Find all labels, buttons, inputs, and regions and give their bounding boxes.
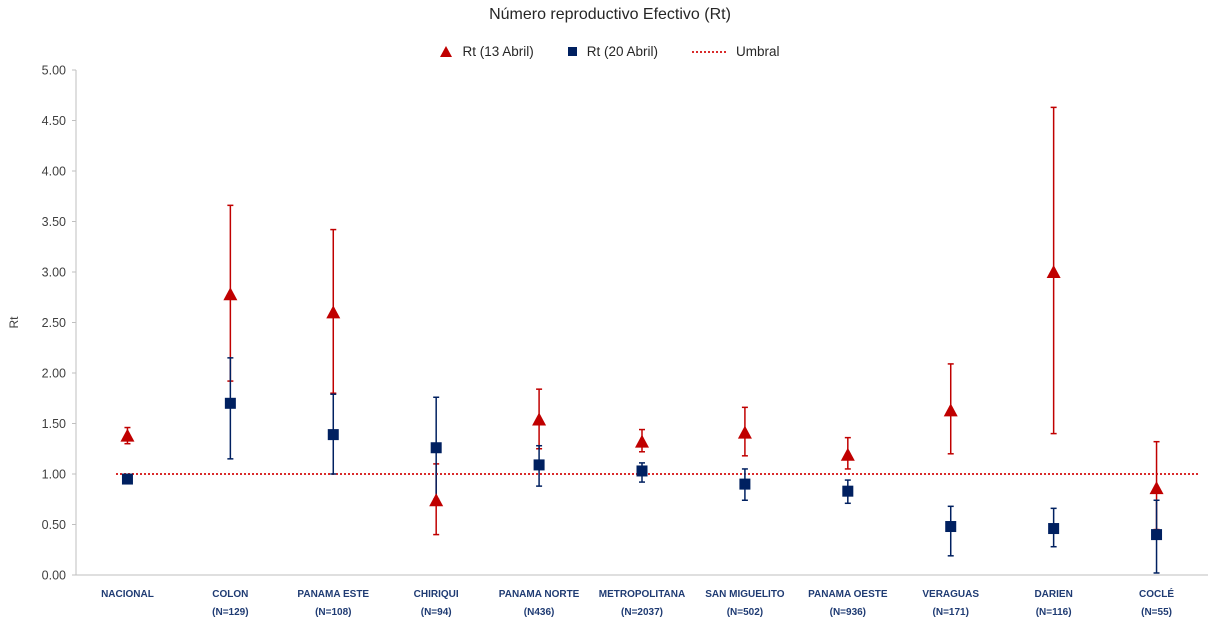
x-tick-label: NACIONAL [101, 589, 154, 600]
data-point-rt-20-abril [533, 459, 545, 471]
x-tick-label: PANAMA NORTE [499, 589, 580, 600]
triangle-marker-icon [440, 46, 453, 57]
data-point-rt-20-abril [430, 442, 442, 454]
data-point-rt-20-abril [1048, 523, 1060, 535]
data-point-rt-13-abril [326, 305, 341, 319]
y-tick-label: 4.50 [42, 114, 66, 128]
x-tick-sublabel: (N=116) [1036, 607, 1072, 618]
x-tick-sublabel: (N=171) [933, 607, 969, 618]
data-point-rt-20-abril [739, 478, 751, 490]
square-marker-icon [567, 47, 577, 56]
x-tick-label: COCLÉ [1139, 587, 1174, 600]
data-point-rt-13-abril [1149, 481, 1164, 495]
y-tick-label: 4.00 [42, 165, 66, 179]
y-axis-label: Rt [7, 316, 21, 329]
x-tick-label: CHIRIQUI [414, 589, 459, 600]
x-tick-sublabel: (N=502) [727, 607, 763, 618]
legend-item-rt-20-abril: Rt (20 Abril) [567, 44, 659, 59]
x-tick-label: COLON [212, 589, 248, 600]
data-point-rt-13-abril [1046, 265, 1061, 278]
x-tick-label: PANAMA OESTE [808, 589, 888, 600]
chart-legend: Rt (13 Abril) Rt (20 Abril) Umbral [0, 44, 1220, 59]
legend-label-umbral: Umbral [736, 44, 780, 59]
data-point-rt-13-abril [943, 403, 958, 417]
data-point-rt-20-abril [1151, 529, 1163, 541]
y-tick-label: 1.00 [42, 468, 66, 482]
dotted-line-icon [692, 50, 727, 53]
x-tick-label: VERAGUAS [922, 589, 979, 600]
y-tick-label: 0.00 [42, 569, 66, 583]
data-point-rt-13-abril [635, 434, 649, 448]
y-tick-label: 2.50 [42, 316, 66, 330]
x-tick-sublabel: (N=129) [212, 607, 248, 618]
legend-label-rt-13-abril: Rt (13 Abril) [462, 44, 534, 59]
y-tick-label: 5.00 [42, 64, 66, 78]
data-point-rt-13-abril [223, 287, 238, 301]
x-tick-label: METROPOLITANA [599, 589, 685, 600]
data-point-rt-20-abril [636, 465, 648, 477]
x-tick-sublabel: (N=55) [1141, 607, 1172, 618]
legend-label-rt-20-abril: Rt (20 Abril) [586, 44, 659, 59]
y-tick-label: 3.00 [42, 266, 66, 280]
data-point-rt-20-abril [842, 485, 854, 497]
data-point-rt-13-abril [737, 425, 752, 439]
data-point-rt-20-abril [327, 429, 339, 441]
data-point-rt-20-abril [945, 521, 957, 533]
data-point-rt-20-abril [224, 397, 236, 409]
y-tick-label: 2.00 [42, 367, 66, 381]
legend-item-rt-13-abril: Rt (13 Abril) [440, 44, 534, 59]
y-tick-label: 3.50 [42, 215, 66, 229]
y-tick-label: 0.50 [42, 518, 66, 532]
x-tick-sublabel: (N=936) [830, 607, 866, 618]
data-point-rt-13-abril [429, 493, 444, 507]
x-tick-label: SAN MIGUELITO [705, 589, 784, 600]
x-tick-label: PANAMA ESTE [297, 589, 369, 600]
data-point-rt-13-abril [840, 447, 855, 461]
x-tick-sublabel: (N=94) [421, 607, 452, 618]
x-tick-sublabel: (N=108) [315, 607, 351, 618]
data-point-rt-13-abril [532, 412, 547, 426]
y-tick-label: 1.50 [42, 417, 66, 431]
x-tick-label: DARIEN [1034, 589, 1072, 600]
x-tick-sublabel: (N436) [524, 607, 555, 618]
legend-item-umbral: Umbral [692, 44, 780, 59]
x-tick-sublabel: (N=2037) [621, 607, 663, 618]
chart-title: Número reproductivo Efectivo (Rt) [489, 6, 731, 23]
data-point-rt-13-abril [120, 428, 135, 442]
data-point-rt-20-abril [121, 473, 133, 485]
